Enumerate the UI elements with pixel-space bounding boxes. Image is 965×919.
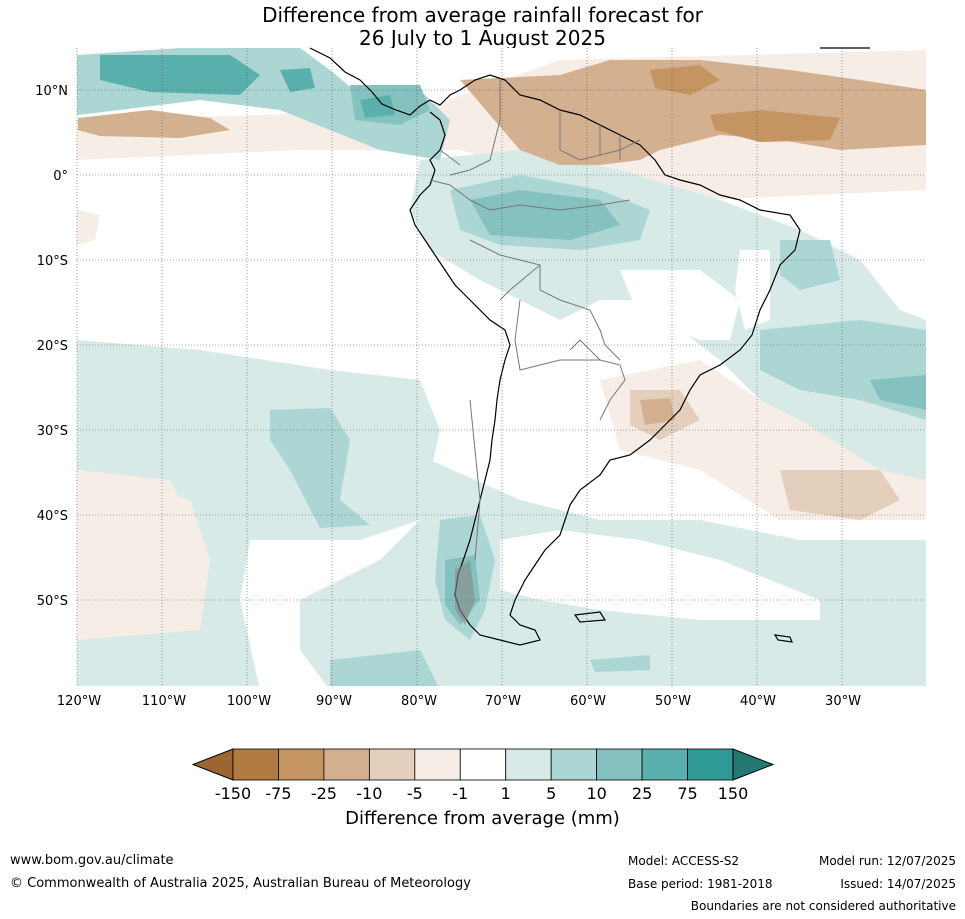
colorbar-swatch [459, 748, 507, 781]
longitude-labels: 120°W 110°W 100°W 90°W 80°W 70°W 60°W 50… [57, 694, 861, 709]
colorbar-swatch [414, 748, 461, 781]
copyright-text: © Commonwealth of Australia 2025, Austra… [10, 876, 471, 891]
lon-label: 120°W [57, 694, 101, 709]
colorbar-tick-label: 25 [632, 784, 652, 803]
lon-label: 50°W [655, 694, 691, 709]
colorbar-extend-low [191, 748, 234, 781]
lon-label: 60°W [570, 694, 606, 709]
colorbar-tick-label: 10 [586, 784, 606, 803]
gridlines [76, 48, 926, 686]
boundaries-disclaimer: Boundaries are not considered authoritat… [690, 899, 956, 913]
colorbar-swatch [550, 748, 598, 781]
lat-label: 20°S [37, 339, 68, 354]
lon-label: 110°W [142, 694, 186, 709]
rainfall-anomaly-field [77, 48, 926, 686]
colorbar-tick-label: 1 [501, 784, 511, 803]
lat-label: 10°N [35, 84, 68, 99]
lat-label: 50°S [37, 594, 68, 609]
colorbar-extend-high [732, 748, 775, 781]
colorbar-tick-label: 150 [718, 784, 749, 803]
lon-label: 30°W [825, 694, 861, 709]
lat-label: 0° [53, 169, 68, 184]
colorbar-title: Difference from average (mm) [345, 808, 620, 829]
country-borders [429, 80, 641, 561]
latitude-labels: 10°N 0° 10°S 20°S 30°S 40°S 50°S [35, 84, 68, 609]
base-period-text: Base period: 1981-2018 [628, 877, 773, 891]
colorbar-tick-label: -1 [452, 784, 468, 803]
title-line-2: 26 July to 1 August 2025 [359, 26, 606, 50]
colorbar-swatch [323, 748, 370, 781]
colorbar-swatch [687, 748, 734, 781]
colorbar-tick-label: -25 [311, 784, 337, 803]
colorbar-swatch [232, 748, 279, 781]
colorbar-tick-label: -75 [265, 784, 291, 803]
lon-label: 100°W [227, 694, 271, 709]
ice-field [455, 560, 475, 625]
lat-label: 30°S [37, 424, 68, 439]
lon-label: 90°W [316, 694, 352, 709]
colorbar-swatch [368, 748, 416, 781]
lon-label: 70°W [485, 694, 521, 709]
colorbar-tick-label: 5 [546, 784, 556, 803]
colorbar-tick-label: 75 [677, 784, 697, 803]
issued-text: Issued: 14/07/2025 [840, 877, 956, 891]
colorbar-swatch [278, 748, 325, 781]
website-link[interactable]: www.bom.gov.au/climate [10, 853, 174, 868]
colorbar-swatch [641, 748, 688, 781]
lat-label: 40°S [37, 509, 68, 524]
colorbar-tick-label: -5 [407, 784, 423, 803]
colorbar-tick-label: -150 [215, 784, 251, 803]
map-title: Difference from average rainfall forecas… [0, 4, 965, 50]
colorbar-tick-label: -10 [356, 784, 382, 803]
colorbar: -150 -75 -25 -10 -5 -1 1 5 10 25 75 150 [191, 748, 775, 803]
colorbar-swatch [596, 748, 643, 781]
lat-label: 10°S [37, 254, 68, 269]
lon-label: 80°W [401, 694, 437, 709]
lon-label: 40°W [740, 694, 776, 709]
title-line-1: Difference from average rainfall forecas… [262, 3, 703, 27]
model-run-text: Model run: 12/07/2025 [818, 854, 956, 868]
colorbar-swatch [505, 748, 552, 781]
model-text: Model: ACCESS-S2 [628, 854, 740, 868]
